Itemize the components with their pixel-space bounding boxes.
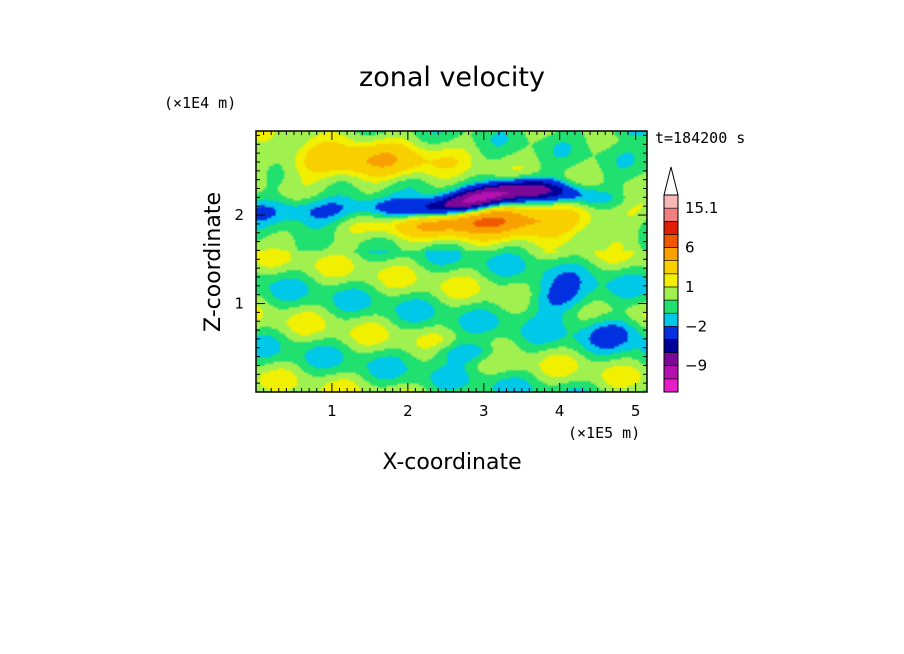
x-tick-label: 4 bbox=[555, 402, 565, 420]
colorbar-swatch bbox=[663, 220, 679, 235]
colorbar-swatch bbox=[663, 365, 679, 380]
colorbar-label: −9 bbox=[685, 357, 707, 375]
colorbar-swatch bbox=[663, 378, 679, 393]
y-tick-label: 1 bbox=[234, 295, 244, 313]
colorbar-extend-arrow bbox=[663, 166, 679, 196]
colorbar-swatch bbox=[663, 247, 679, 261]
plot-frame bbox=[255, 130, 648, 393]
x-tick-label: 1 bbox=[327, 402, 337, 420]
colorbar-swatch bbox=[663, 339, 679, 353]
colorbar-swatch bbox=[663, 299, 679, 314]
colorbar-swatch bbox=[663, 273, 679, 288]
x-ticks: 1 2 3 4 5 bbox=[263, 131, 641, 420]
x-unit-label: (×1E5 m) bbox=[568, 424, 640, 442]
colorbar-label: 1 bbox=[685, 278, 695, 296]
x-tick-label: 5 bbox=[631, 402, 641, 420]
y-tick-label: 2 bbox=[234, 206, 244, 224]
colorbar-swatch bbox=[663, 194, 679, 209]
colorbar-labels: 15.1 6 1 −2 −9 bbox=[685, 199, 718, 375]
time-label: t=184200 s bbox=[655, 129, 745, 147]
colorbar-swatch bbox=[663, 260, 679, 275]
y-ticks: 12 bbox=[234, 134, 647, 384]
colorbar-label: 15.1 bbox=[685, 199, 718, 217]
colorbar-swatch bbox=[663, 326, 679, 340]
colorbar-swatch bbox=[663, 312, 679, 327]
y-unit-label: (×1E4 m) bbox=[164, 94, 236, 112]
colorbar-swatch bbox=[663, 234, 679, 248]
colorbar-swatch bbox=[663, 352, 679, 367]
x-tick-label: 2 bbox=[403, 402, 413, 420]
chart-title: zonal velocity bbox=[359, 62, 545, 93]
colorbar-swatch bbox=[663, 286, 679, 301]
plot-area bbox=[255, 130, 648, 393]
colorbar bbox=[663, 166, 679, 393]
colorbar-label: −2 bbox=[685, 317, 707, 335]
x-tick-label: 3 bbox=[479, 402, 489, 420]
x-axis-label: X-coordinate bbox=[382, 450, 521, 475]
colorbar-swatch bbox=[663, 207, 679, 222]
y-axis-label: Z-coordinate bbox=[201, 192, 226, 332]
colorbar-label: 6 bbox=[685, 239, 695, 257]
velocity-field bbox=[256, 131, 647, 392]
colorbar-border bbox=[663, 194, 679, 393]
